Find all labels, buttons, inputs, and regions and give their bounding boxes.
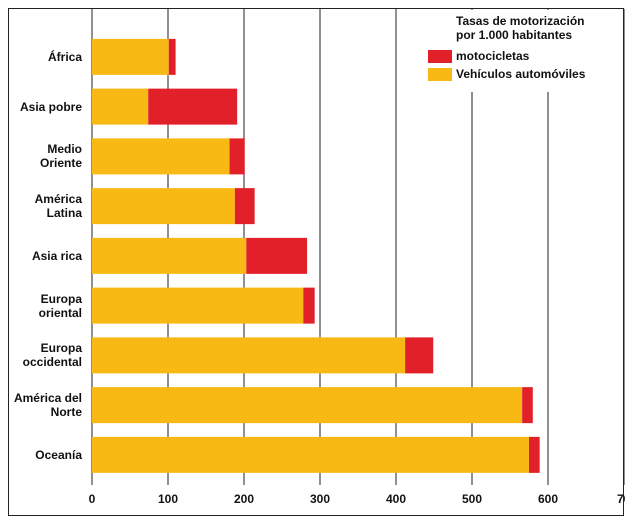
- bar: [246, 237, 308, 274]
- legend-swatch: [428, 50, 452, 63]
- y-tick-label: Europa occidental: [22, 341, 82, 370]
- legend-title: Tasas de motorización por 1.000 habitant…: [456, 14, 585, 42]
- legend-label: motocicletas: [456, 49, 530, 63]
- bar: [92, 337, 406, 374]
- bar: [92, 287, 304, 324]
- bar: [92, 38, 169, 75]
- x-tick-label: 0: [89, 492, 96, 506]
- bar: [168, 38, 176, 75]
- bar: [234, 188, 255, 225]
- y-tick-label: Asia rica: [31, 248, 82, 263]
- bar: [522, 387, 533, 424]
- x-tick-label: 600: [538, 492, 558, 506]
- bar: [405, 337, 434, 374]
- bar: [92, 237, 247, 274]
- y-tick-label: África: [47, 49, 82, 64]
- x-tick-label: 500: [462, 492, 482, 506]
- y-tick-label: América del Norte: [13, 391, 82, 420]
- y-tick-label: América Latina: [34, 192, 82, 221]
- x-tick-label: 400: [386, 492, 406, 506]
- bar: [92, 188, 235, 225]
- bar: [229, 138, 245, 175]
- bar: [148, 88, 238, 125]
- legend-swatch: [428, 68, 452, 81]
- bar: [92, 88, 149, 125]
- bar: [529, 436, 540, 473]
- y-tick-label: Europa oriental: [38, 291, 82, 320]
- x-tick-label: 100: [158, 492, 178, 506]
- bar: [92, 387, 523, 424]
- bar: [303, 287, 315, 324]
- bar: [92, 138, 230, 175]
- x-tick-label: 200: [234, 492, 254, 506]
- y-tick-label: Oceanía: [35, 447, 82, 462]
- y-tick-label: Asia pobre: [19, 99, 82, 114]
- x-tick-label: 70: [617, 492, 625, 506]
- bar: [92, 436, 529, 473]
- y-tick-label: Medio Oriente: [39, 142, 82, 171]
- legend-label: Vehículos automóviles: [456, 67, 586, 81]
- x-tick-label: 300: [310, 492, 330, 506]
